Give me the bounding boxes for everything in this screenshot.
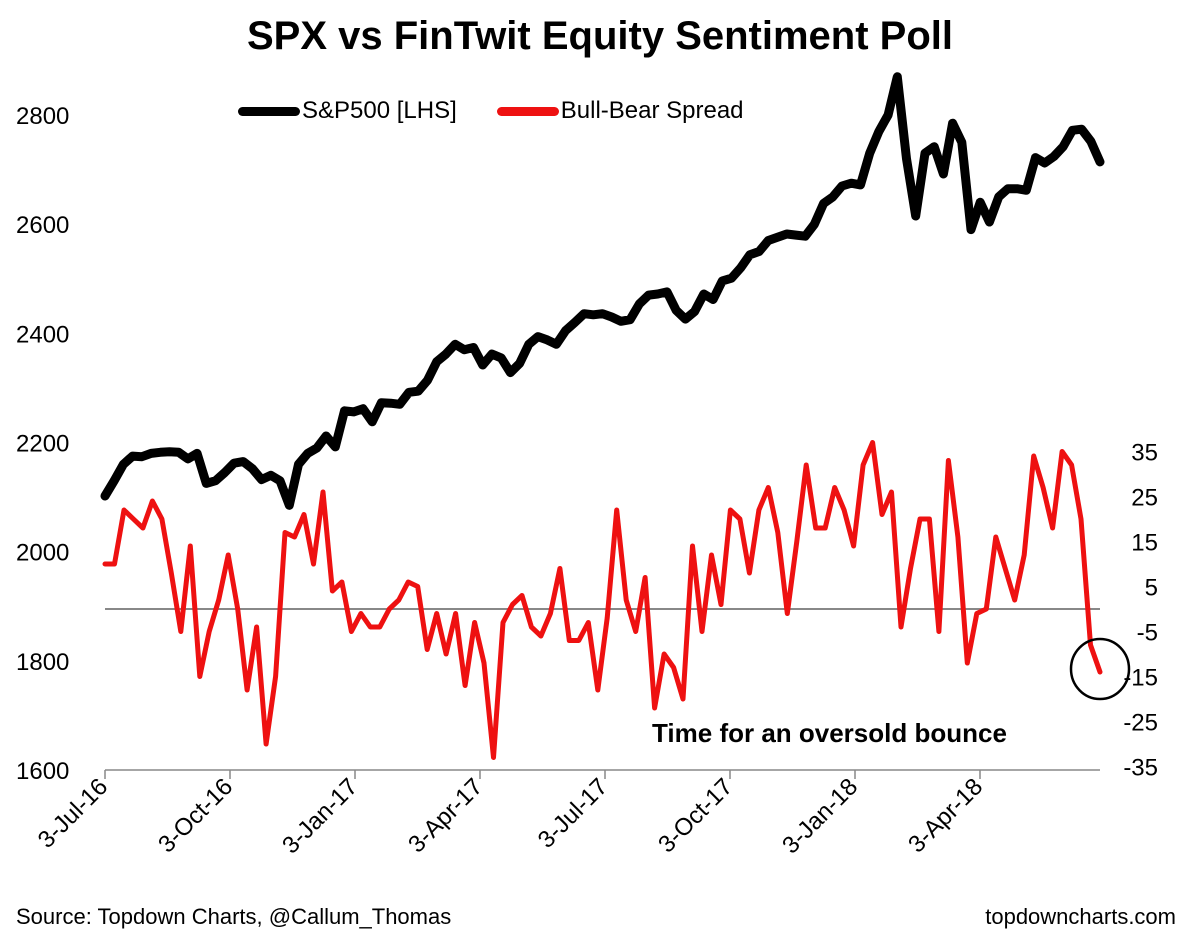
y-left-tick-label: 2000 [16, 540, 69, 567]
annotation-oversold: Time for an oversold bounce [652, 718, 1007, 748]
axes [104, 608, 1100, 779]
legend-swatch-bull-bear [496, 106, 559, 116]
site-url: topdowncharts.com [985, 904, 1176, 929]
spx-series-line [100, 72, 1105, 510]
legend-label-bull-bear: Bull-Bear Spread [560, 97, 744, 124]
x-tick-label: 3-Oct-16 [153, 773, 238, 858]
x-tick-label: 3-Oct-17 [653, 773, 738, 858]
x-tick-label: 3-Jul-17 [533, 773, 613, 853]
x-tick-label: 3-Jul-16 [33, 773, 113, 853]
y-right-tick-label: 5 [1145, 575, 1158, 602]
legend: S&P500 [LHS] Bull-Bear Spread [238, 96, 784, 126]
x-tick-label: 3-Apr-18 [903, 773, 988, 858]
y-right-tick-label: 35 [1131, 440, 1158, 467]
legend-item-spx: S&P500 [LHS] [238, 97, 457, 125]
y-left-tick-label: 2800 [16, 103, 69, 130]
bull-bear-series-line [102, 440, 1103, 760]
y-left-tick-label: 2200 [16, 431, 69, 458]
chart-title: SPX vs FinTwit Equity Sentiment Poll [246, 14, 953, 58]
x-tick-label: 3-Apr-17 [403, 773, 488, 858]
series-layer [100, 72, 1105, 760]
y-left-tick-label: 1600 [16, 758, 69, 785]
legend-swatch-spx [238, 106, 300, 116]
y-right-tick-label: -25 [1123, 710, 1158, 737]
y-right-tick-label: -35 [1123, 755, 1158, 782]
y-right-tick-label: 15 [1131, 530, 1158, 557]
y-left-tick-label: 2600 [16, 212, 69, 239]
x-tick-label: 3-Jan-18 [777, 773, 863, 859]
y-right-tick-label: -5 [1137, 620, 1158, 647]
y-right-tick-label: 25 [1131, 485, 1158, 512]
x-tick-label: 3-Jan-17 [277, 773, 363, 859]
legend-label-spx: S&P500 [LHS] [302, 97, 457, 124]
annotation-layer [1069, 637, 1131, 701]
y-left-tick-label: 2400 [16, 321, 69, 348]
source-note: Source: Topdown Charts, @Callum_Thomas [16, 904, 452, 929]
annotation-circle [1069, 637, 1131, 701]
y-left-tick-label: 1800 [16, 649, 69, 676]
legend-item-bull-bear: Bull-Bear Spread [496, 97, 744, 125]
